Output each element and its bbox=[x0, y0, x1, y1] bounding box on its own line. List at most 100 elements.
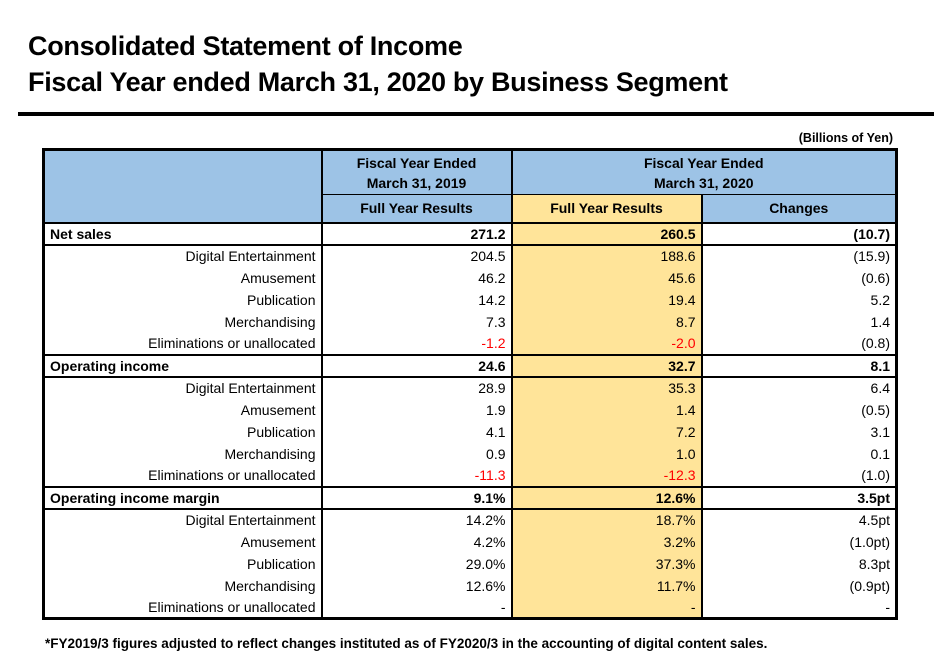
changes-value: (15.9) bbox=[700, 244, 898, 267]
fy2020-value: 11.7% bbox=[510, 574, 703, 597]
changes-value: 5.2 bbox=[700, 288, 898, 311]
changes-value: - bbox=[700, 596, 898, 619]
row-label: Amusement bbox=[42, 530, 323, 553]
table-row: Operating income 24.6 32.7 8.1 bbox=[42, 353, 898, 378]
row-label: Digital Entertainment bbox=[42, 508, 323, 531]
fy2020-value: 7.2 bbox=[510, 420, 703, 443]
fy2019-value: 28.9 bbox=[320, 376, 513, 399]
fy2019-value: 9.1% bbox=[320, 485, 513, 510]
changes-value: 4.5pt bbox=[700, 508, 898, 531]
table-row: Net sales 271.2 260.5 (10.7) bbox=[42, 221, 898, 246]
fy2020-group-header: Fiscal Year Ended March 31, 2020 bbox=[510, 149, 898, 195]
header-row-columns: Full Year Results Full Year Results Chan… bbox=[44, 194, 898, 224]
row-label: Merchandising bbox=[42, 442, 323, 465]
table-header: Fiscal Year Ended March 31, 2019 Fiscal … bbox=[42, 149, 898, 224]
fy2019-value: 1.9 bbox=[320, 398, 513, 421]
changes-value: 0.1 bbox=[700, 442, 898, 465]
changes-value: 8.3pt bbox=[700, 552, 898, 575]
table-row: Publication 4.1 7.2 3.1 bbox=[42, 420, 898, 443]
fy2020-value: 1.4 bbox=[510, 398, 703, 421]
table-row: Eliminations or unallocated - - - bbox=[42, 596, 898, 619]
changes-value: (0.8) bbox=[700, 332, 898, 355]
fy2020-value: 3.2% bbox=[510, 530, 703, 553]
changes-value: (10.7) bbox=[700, 221, 898, 246]
table-row: Operating income margin 9.1% 12.6% 3.5pt bbox=[42, 485, 898, 510]
fy2019-value: 204.5 bbox=[320, 244, 513, 267]
fy2020-value: -12.3 bbox=[510, 464, 703, 487]
fy2019-value: - bbox=[320, 596, 513, 619]
row-label: Eliminations or unallocated bbox=[42, 596, 323, 619]
table-row: Merchandising 7.3 8.7 1.4 bbox=[42, 310, 898, 333]
row-label: Merchandising bbox=[42, 310, 323, 333]
changes-value: (0.6) bbox=[700, 266, 898, 289]
table-body: Net sales 271.2 260.5 (10.7) Digital Ent… bbox=[42, 221, 898, 619]
title-divider bbox=[18, 112, 934, 116]
fy2019-group-header-line1: Fiscal Year Ended bbox=[356, 155, 477, 171]
row-label: Publication bbox=[42, 420, 323, 443]
changes-header: Changes bbox=[700, 194, 898, 224]
row-label: Amusement bbox=[42, 266, 323, 289]
footnote: *FY2019/3 figures adjusted to reflect ch… bbox=[45, 636, 768, 651]
fy2019-value: 4.2% bbox=[320, 530, 513, 553]
table-row: Amusement 1.9 1.4 (0.5) bbox=[42, 398, 898, 421]
units-note: (Billions of Yen) bbox=[798, 131, 893, 145]
changes-value: 3.1 bbox=[700, 420, 898, 443]
row-label: Publication bbox=[42, 288, 323, 311]
changes-value: 6.4 bbox=[700, 376, 898, 399]
fy2020-value: 18.7% bbox=[510, 508, 703, 531]
fy2019-value: 271.2 bbox=[320, 221, 513, 246]
row-label: Eliminations or unallocated bbox=[42, 332, 323, 355]
fy2019-value: 46.2 bbox=[320, 266, 513, 289]
changes-value: (1.0) bbox=[700, 464, 898, 487]
changes-value: 3.5pt bbox=[700, 485, 898, 510]
row-label: Digital Entertainment bbox=[42, 376, 323, 399]
table-row: Eliminations or unallocated -1.2 -2.0 (0… bbox=[42, 332, 898, 355]
changes-value: (1.0pt) bbox=[700, 530, 898, 553]
fy2020-value: 12.6% bbox=[510, 485, 703, 510]
fy2020-value: 19.4 bbox=[510, 288, 703, 311]
fy2019-value: 12.6% bbox=[320, 574, 513, 597]
fy2020-value: 32.7 bbox=[510, 353, 703, 378]
table-row: Amusement 46.2 45.6 (0.6) bbox=[42, 266, 898, 289]
row-label: Operating income bbox=[42, 353, 323, 378]
table-row: Merchandising 12.6% 11.7% (0.9pt) bbox=[42, 574, 898, 597]
fy2020-group-header-line2: March 31, 2020 bbox=[653, 175, 754, 191]
row-label: Merchandising bbox=[42, 574, 323, 597]
income-statement-table: Fiscal Year Ended March 31, 2019 Fiscal … bbox=[42, 148, 898, 620]
fy2019-value: -1.2 bbox=[320, 332, 513, 355]
fy2019-value: 0.9 bbox=[320, 442, 513, 465]
changes-value: (0.5) bbox=[700, 398, 898, 421]
fy2019-value: 14.2% bbox=[320, 508, 513, 531]
fy2020-value: 35.3 bbox=[510, 376, 703, 399]
fy2020-value: 1.0 bbox=[510, 442, 703, 465]
fy2020-value: - bbox=[510, 596, 703, 619]
fy2020-value: -2.0 bbox=[510, 332, 703, 355]
fy2020-value: 45.6 bbox=[510, 266, 703, 289]
fy2020-value: 8.7 bbox=[510, 310, 703, 333]
row-label-header-cell bbox=[42, 149, 323, 224]
fy2019-value: 24.6 bbox=[320, 353, 513, 378]
row-label: Digital Entertainment bbox=[42, 244, 323, 267]
fy2020-value: 37.3% bbox=[510, 552, 703, 575]
fy2019-results-header: Full Year Results bbox=[320, 194, 513, 224]
row-label: Net sales bbox=[42, 221, 323, 246]
fy2019-value: -11.3 bbox=[320, 464, 513, 487]
fy2020-group-header-line1: Fiscal Year Ended bbox=[643, 155, 764, 171]
title-block: Consolidated Statement of Income Fiscal … bbox=[28, 28, 950, 100]
row-label: Eliminations or unallocated bbox=[42, 464, 323, 487]
table-row: Merchandising 0.9 1.0 0.1 bbox=[42, 442, 898, 465]
changes-value: 8.1 bbox=[700, 353, 898, 378]
header-row-groups: Fiscal Year Ended March 31, 2019 Fiscal … bbox=[42, 149, 898, 224]
changes-value: 1.4 bbox=[700, 310, 898, 333]
page-title-line1: Consolidated Statement of Income bbox=[28, 31, 463, 61]
fy2019-value: 29.0% bbox=[320, 552, 513, 575]
fy2019-group-header: Fiscal Year Ended March 31, 2019 bbox=[320, 149, 513, 195]
table-row: Digital Entertainment 14.2% 18.7% 4.5pt bbox=[42, 508, 898, 531]
changes-value: (0.9pt) bbox=[700, 574, 898, 597]
table-row: Eliminations or unallocated -11.3 -12.3 … bbox=[42, 464, 898, 487]
fy2019-group-header-line2: March 31, 2019 bbox=[366, 175, 467, 191]
fy2020-results-header: Full Year Results bbox=[510, 194, 703, 224]
fy2020-value: 188.6 bbox=[510, 244, 703, 267]
page-title-line2: Fiscal Year ended March 31, 2020 by Busi… bbox=[28, 67, 728, 97]
table-row: Amusement 4.2% 3.2% (1.0pt) bbox=[42, 530, 898, 553]
